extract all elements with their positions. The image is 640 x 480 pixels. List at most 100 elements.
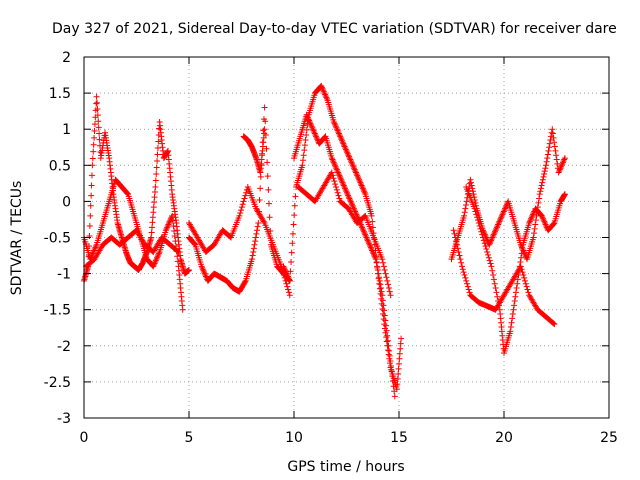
data-point (254, 223, 261, 230)
data-point (311, 129, 318, 136)
data-point (517, 259, 524, 266)
data-point (151, 199, 158, 206)
data-point (527, 217, 534, 224)
data-point (383, 274, 390, 281)
data-point (191, 240, 198, 247)
data-point (359, 185, 366, 192)
data-point (490, 231, 497, 238)
data-point (87, 202, 94, 209)
data-point (453, 241, 460, 248)
data-point (381, 266, 388, 273)
data-point (463, 198, 470, 205)
data-point (242, 278, 249, 285)
data-point (551, 321, 558, 328)
data-point (321, 90, 328, 97)
data-point (313, 134, 320, 141)
data-point (174, 253, 181, 260)
data-point (90, 141, 97, 148)
data-point (374, 266, 381, 273)
data-point (198, 263, 205, 270)
data-point (542, 165, 549, 172)
data-point (306, 117, 313, 124)
chart-title: Day 327 of 2021, Sidereal Day-to-day VTE… (52, 21, 617, 37)
data-point (543, 158, 550, 165)
data-point (521, 274, 528, 281)
data-point (469, 188, 476, 195)
data-point (253, 230, 260, 237)
series-track-g (280, 82, 405, 393)
series-track-d (186, 104, 293, 295)
data-point (550, 220, 557, 227)
data-point (302, 137, 309, 144)
data-point (356, 176, 363, 183)
data-point (340, 140, 347, 147)
data-point (380, 259, 387, 266)
data-point (319, 85, 326, 92)
data-point (450, 227, 457, 234)
data-point (488, 263, 495, 270)
data-point (536, 195, 543, 202)
data-point (236, 212, 243, 219)
data-point (560, 157, 567, 164)
data-point (335, 170, 342, 177)
data-point (384, 277, 391, 284)
series-track-b (81, 176, 186, 313)
data-point (556, 168, 563, 175)
data-point (260, 218, 267, 225)
data-point (466, 289, 473, 296)
data-point (538, 212, 545, 219)
data-point (201, 270, 208, 277)
data-point (468, 179, 475, 186)
data-point (154, 157, 161, 164)
data-point (335, 192, 342, 199)
data-point (282, 267, 289, 274)
data-point (330, 157, 337, 164)
data-point (344, 191, 351, 198)
data-point (528, 215, 535, 222)
data-point (461, 212, 468, 219)
data-point (338, 136, 345, 143)
data-point (386, 352, 393, 359)
data-point (339, 137, 346, 144)
data-point (458, 259, 465, 266)
data-point (482, 243, 489, 250)
data-point (490, 272, 497, 279)
data-point (541, 218, 548, 225)
data-point (368, 246, 375, 253)
data-point (394, 376, 401, 383)
series-track-h (291, 111, 398, 400)
data-point (291, 202, 298, 209)
data-point (292, 193, 299, 200)
y-tick-label: 0.5 (49, 158, 71, 174)
data-point (155, 138, 162, 145)
data-point (357, 181, 364, 188)
data-point (359, 225, 366, 232)
data-point (474, 217, 481, 224)
data-point (174, 248, 181, 255)
data-point (337, 133, 344, 140)
data-point (345, 194, 352, 201)
x-tick-label: 5 (185, 430, 194, 446)
data-point (342, 144, 349, 151)
y-tick-label: -2 (57, 339, 71, 355)
data-point (553, 156, 560, 163)
data-point (289, 240, 296, 247)
data-point (150, 263, 157, 270)
series-track-j (448, 126, 568, 263)
data-point (532, 221, 539, 228)
data-point (539, 176, 546, 183)
data-point (300, 157, 307, 164)
data-point (480, 234, 486, 241)
data-point (476, 222, 483, 229)
data-point (364, 237, 371, 244)
data-point (152, 259, 159, 266)
data-point (252, 238, 259, 245)
data-point (557, 165, 564, 172)
data-point (328, 169, 335, 176)
data-point (495, 220, 502, 227)
data-point (96, 130, 103, 137)
data-point (155, 251, 162, 258)
data-point (546, 144, 553, 151)
data-point (354, 172, 361, 179)
axis-ticks: 0 5 10 15 20 25 -3 -2.5 -2 -1.5 -1 -0.5 0 0.5 1 1.5 2 (44, 50, 618, 446)
